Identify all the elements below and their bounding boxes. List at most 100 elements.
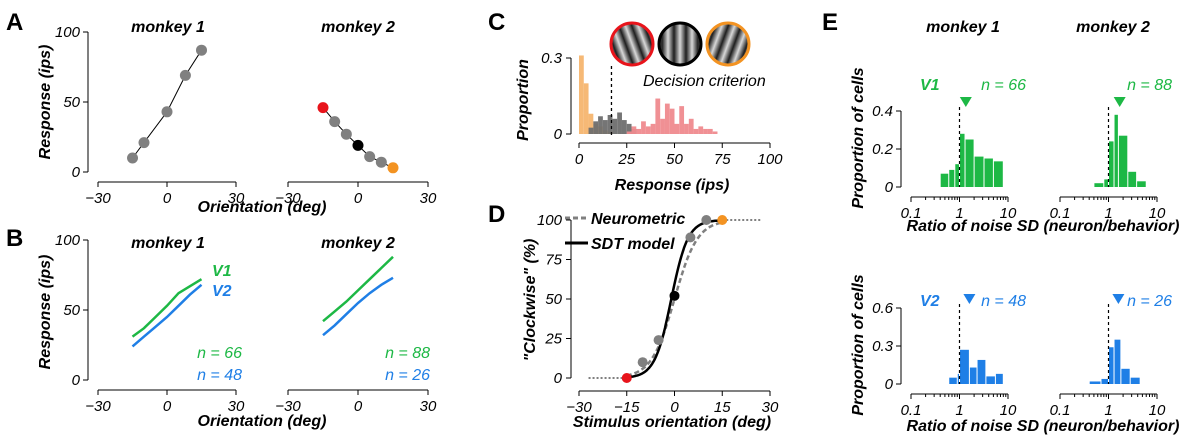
x-tick-label: −30 [275,398,301,415]
histogram-bar [626,123,632,134]
x-tick-label: 30 [762,399,779,416]
x-tick-label: −15 [614,399,640,416]
histogram-bar [955,164,959,187]
histogram-bar [621,120,627,134]
x-tick-label: 0.1 [1050,205,1071,222]
histogram-bar [602,120,608,134]
histogram-bar [1114,114,1118,187]
series-line-v2 [131,283,203,348]
plot-area: −30 0 30 [275,102,437,207]
n-label: n = 66 [981,77,1026,94]
x-tick-label: −30 [566,399,592,416]
histogram-bar [684,123,689,134]
area-label-v1: V1 [920,77,940,94]
y-tick-label: 100 [55,24,81,41]
data-point [669,290,680,301]
histogram-bar [674,123,680,134]
histogram-bar [703,128,708,134]
n-label: n = 48 [981,293,1026,310]
histogram-bar [1118,135,1128,187]
x-axis-label: Orientation (deg) [198,199,327,216]
histogram-bar [688,118,694,134]
median-marker [959,97,972,107]
data-point [375,156,387,168]
grating-ring [609,21,655,67]
data-point [161,106,173,118]
x-tick-label: 0 [354,398,363,415]
plot-area: 0.1 1 10 0 0.3 0.6 [872,294,1017,419]
data-point [138,137,150,149]
histogram-bar [1104,179,1108,187]
median-marker [1113,97,1126,107]
chart-title: monkey 1 [926,19,1000,36]
x-tick-label: 10 [1000,205,1017,222]
histogram-bar [1114,339,1121,384]
x-tick-label: −30 [85,398,111,415]
y-tick-label: 75 [545,252,562,269]
series-line-v1 [131,278,203,338]
x-tick-label: 0 [163,190,172,207]
histogram-bar [579,55,584,134]
plot-area: 0.1 1 10 0 0.2 0.4 [872,97,1017,222]
x-tick-label: 10 [1000,402,1017,419]
grating-stimuli [609,21,751,67]
histogram-bar [969,367,977,384]
y-tick-label: 50 [545,291,562,308]
data-point [317,102,329,114]
data-point [701,215,712,225]
median-marker [1112,294,1125,304]
x-tick-label: 0.1 [901,205,922,222]
histogram-bar [1121,368,1130,384]
x-tick-label: 30 [228,398,245,415]
series-label-v1: V1 [212,263,232,280]
histogram-bar [1130,377,1140,384]
panel-b-monkey1: monkey 1 Response (ips) V1 V2 n = 66 n =… [37,232,245,415]
x-tick-label: 25 [617,151,635,168]
histogram-bar [986,376,995,384]
histogram-bar [984,158,993,187]
histogram-bar [974,156,984,187]
histogram-bar [631,126,637,134]
plot-area: −30 0 30 [275,255,437,415]
histogram-bar [641,121,646,134]
y-tick-label: 0.6 [872,300,894,317]
data-point [127,152,138,164]
histogram-bar [626,131,632,134]
x-tick-label: 0.1 [1050,402,1071,419]
data-point [364,151,376,163]
x-axis-label: Response (ips) [615,177,730,194]
y-axis-label: "Clockwise" (%) [522,239,539,362]
data-point [196,44,207,56]
area-label-v2: V2 [920,293,940,310]
x-tick-label: 30 [420,398,437,415]
histogram-bar [593,121,599,134]
histogram-bar [1109,347,1114,384]
x-tick-label: 1 [955,205,963,222]
y-tick-label: 100 [537,212,563,229]
histogram-bar [957,373,959,384]
y-axis-label: Response (ips) [37,255,54,370]
x-tick-label: 30 [420,190,437,207]
n-label: n = 88 [1127,77,1172,94]
y-axis-label: Response (ips) [37,45,54,160]
y-tick-label: 0.3 [872,338,894,355]
x-tick-label: 15 [714,399,731,416]
y-tick-label: 50 [63,302,80,319]
plot-area: 0 25 50 75 100 0 0.3 [541,50,783,168]
histogram-bar [698,126,704,134]
histogram-bar [940,173,949,187]
panel-label-a: A [6,9,23,36]
histogram-bar [1137,181,1146,187]
histogram-bar [1109,141,1114,187]
data-point [685,232,696,243]
histogram-bar [650,123,656,134]
series-line-v1 [322,255,394,323]
histogram-bar [993,161,1003,187]
panel-label-d: D [488,201,505,228]
x-tick-label: 0.1 [901,402,922,419]
plot-area: 0.1 1 10 [1050,294,1166,419]
histogram-bar [1128,171,1137,187]
data-point [387,162,399,174]
